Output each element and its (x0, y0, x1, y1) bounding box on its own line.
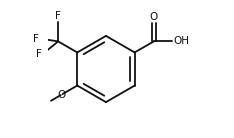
Text: O: O (58, 90, 66, 100)
Text: O: O (150, 12, 158, 22)
Text: F: F (33, 34, 39, 44)
Text: F: F (36, 49, 42, 59)
Text: F: F (55, 11, 61, 21)
Text: OH: OH (173, 36, 189, 46)
